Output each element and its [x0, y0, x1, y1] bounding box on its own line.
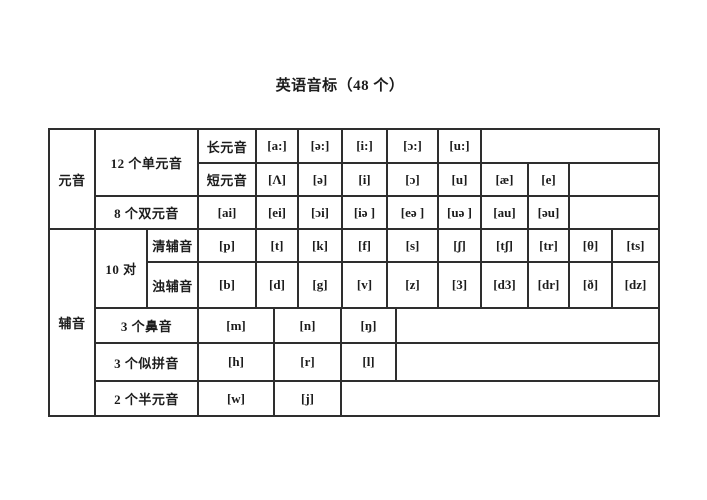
- phonetic-cell: [v]: [343, 263, 388, 309]
- pairs-label: 10 对: [96, 230, 148, 309]
- phonetic-cell: [iə ]: [343, 197, 388, 230]
- phonetic-cell: [p]: [199, 230, 257, 263]
- long-vowel-row: 长元音 [a:] [ə:] [i:] [ɔ:] [u:]: [199, 130, 658, 164]
- phonetic-cell: [æ]: [482, 164, 529, 197]
- phonetic-cell: [f]: [343, 230, 388, 263]
- short-vowel-row: 短元音 [Λ] [ə] [i] [ɔ] [u] [æ] [e]: [199, 164, 658, 197]
- phonetic-cell: [e]: [529, 164, 570, 197]
- diphthong-row: 8 个双元音 [ai] [ei] [ɔi] [iə ] [eə ] [uə ] …: [96, 197, 658, 230]
- phonetic-cell: [tr]: [529, 230, 570, 263]
- phonetic-cell: [i:]: [343, 130, 388, 164]
- semivowel-row: 2 个半元音 [w] [j]: [96, 382, 658, 415]
- phonetic-cell: [ð]: [570, 263, 613, 309]
- diphthong-label: 8 个双元音: [96, 197, 199, 230]
- empty-cell: [482, 130, 658, 164]
- phonetic-cell: [d]: [257, 263, 299, 309]
- phonetic-cell: [ɔ]: [388, 164, 439, 197]
- phonetic-cell: [ɔi]: [299, 197, 343, 230]
- phonetic-cell: [ei]: [257, 197, 299, 230]
- phonetic-cell: [l]: [342, 344, 397, 382]
- vowel-header-cell: 元音: [50, 130, 96, 230]
- phonetic-cell: [t]: [257, 230, 299, 263]
- semivowel-label: 2 个半元音: [96, 382, 199, 415]
- phonetic-cell: [au]: [482, 197, 529, 230]
- phonetic-cell: [ʃ]: [439, 230, 482, 263]
- phonetic-cell: [ə:]: [299, 130, 343, 164]
- nasal-label: 3 个鼻音: [96, 309, 199, 344]
- phonetic-cell: [r]: [275, 344, 342, 382]
- consonant-section: 辅音 10 对 清辅音 [p] [t] [k] [f] [s] [ʃ]: [50, 230, 658, 415]
- voiceless-row: 清辅音 [p] [t] [k] [f] [s] [ʃ] [tʃ] [tr] [θ…: [148, 230, 658, 263]
- empty-cell: [570, 164, 658, 197]
- phonetic-cell: [dz]: [613, 263, 658, 309]
- vowel-section: 元音 12 个单元音 长元音 [a:] [ə:] [i:] [ɔ:] [u:]: [50, 130, 658, 230]
- phonetic-cell: [eə ]: [388, 197, 439, 230]
- voiceless-label: 清辅音: [148, 230, 199, 263]
- phonetic-cell: [ŋ]: [342, 309, 397, 344]
- voiced-label: 浊辅音: [148, 263, 199, 309]
- phonetic-cell: [z]: [388, 263, 439, 309]
- phonetic-cell: [uə ]: [439, 197, 482, 230]
- phonetic-cell: [tʃ]: [482, 230, 529, 263]
- phonetic-cell: [θ]: [570, 230, 613, 263]
- phonetic-cell: [ə]: [299, 164, 343, 197]
- phonetic-cell: [k]: [299, 230, 343, 263]
- phonetic-cell: [n]: [275, 309, 342, 344]
- phonetic-cell: [ts]: [613, 230, 658, 263]
- nasal-row: 3 个鼻音 [m] [n] [ŋ]: [96, 309, 658, 344]
- long-vowel-label: 长元音: [199, 130, 257, 164]
- phonetic-cell: [d3]: [482, 263, 529, 309]
- voiced-row: 浊辅音 [b] [d] [g] [v] [z] [3] [d3] [dr] [ð…: [148, 263, 658, 309]
- empty-cell: [397, 309, 658, 344]
- phonetic-cell: [i]: [343, 164, 388, 197]
- phonetic-cell: [Λ]: [257, 164, 299, 197]
- phonetics-table: 元音 12 个单元音 长元音 [a:] [ə:] [i:] [ɔ:] [u:]: [48, 128, 660, 417]
- phonetic-cell: [dr]: [529, 263, 570, 309]
- monophthong-block: 12 个单元音 长元音 [a:] [ə:] [i:] [ɔ:] [u:]: [96, 130, 658, 197]
- empty-cell: [342, 382, 658, 415]
- phonetic-cell: [u]: [439, 164, 482, 197]
- short-vowel-label: 短元音: [199, 164, 257, 197]
- phonetic-cell: [g]: [299, 263, 343, 309]
- phonetic-cell: [j]: [275, 382, 342, 415]
- liquid-label: 3 个似拼音: [96, 344, 199, 382]
- page-title: 英语音标（48 个）: [275, 78, 405, 94]
- phonetic-cell: [w]: [199, 382, 275, 415]
- liquid-row: 3 个似拼音 [h] [r] [l]: [96, 344, 658, 382]
- consonant-header-cell: 辅音: [50, 230, 96, 415]
- empty-cell: [570, 197, 658, 230]
- phonetic-cell: [m]: [199, 309, 275, 344]
- phonetic-cell: [u:]: [439, 130, 482, 164]
- phonetic-cell: [3]: [439, 263, 482, 309]
- phonetic-cell: [ai]: [199, 197, 257, 230]
- phonetic-cell: [əu]: [529, 197, 570, 230]
- monophthong-label: 12 个单元音: [96, 130, 199, 197]
- phonetic-cell: [b]: [199, 263, 257, 309]
- phonetic-cell: [ɔ:]: [388, 130, 439, 164]
- empty-cell: [397, 344, 658, 382]
- phonetic-cell: [s]: [388, 230, 439, 263]
- pairs-block: 10 对 清辅音 [p] [t] [k] [f] [s] [ʃ] [tʃ] [t…: [96, 230, 658, 309]
- phonetic-cell: [a:]: [257, 130, 299, 164]
- phonetic-cell: [h]: [199, 344, 275, 382]
